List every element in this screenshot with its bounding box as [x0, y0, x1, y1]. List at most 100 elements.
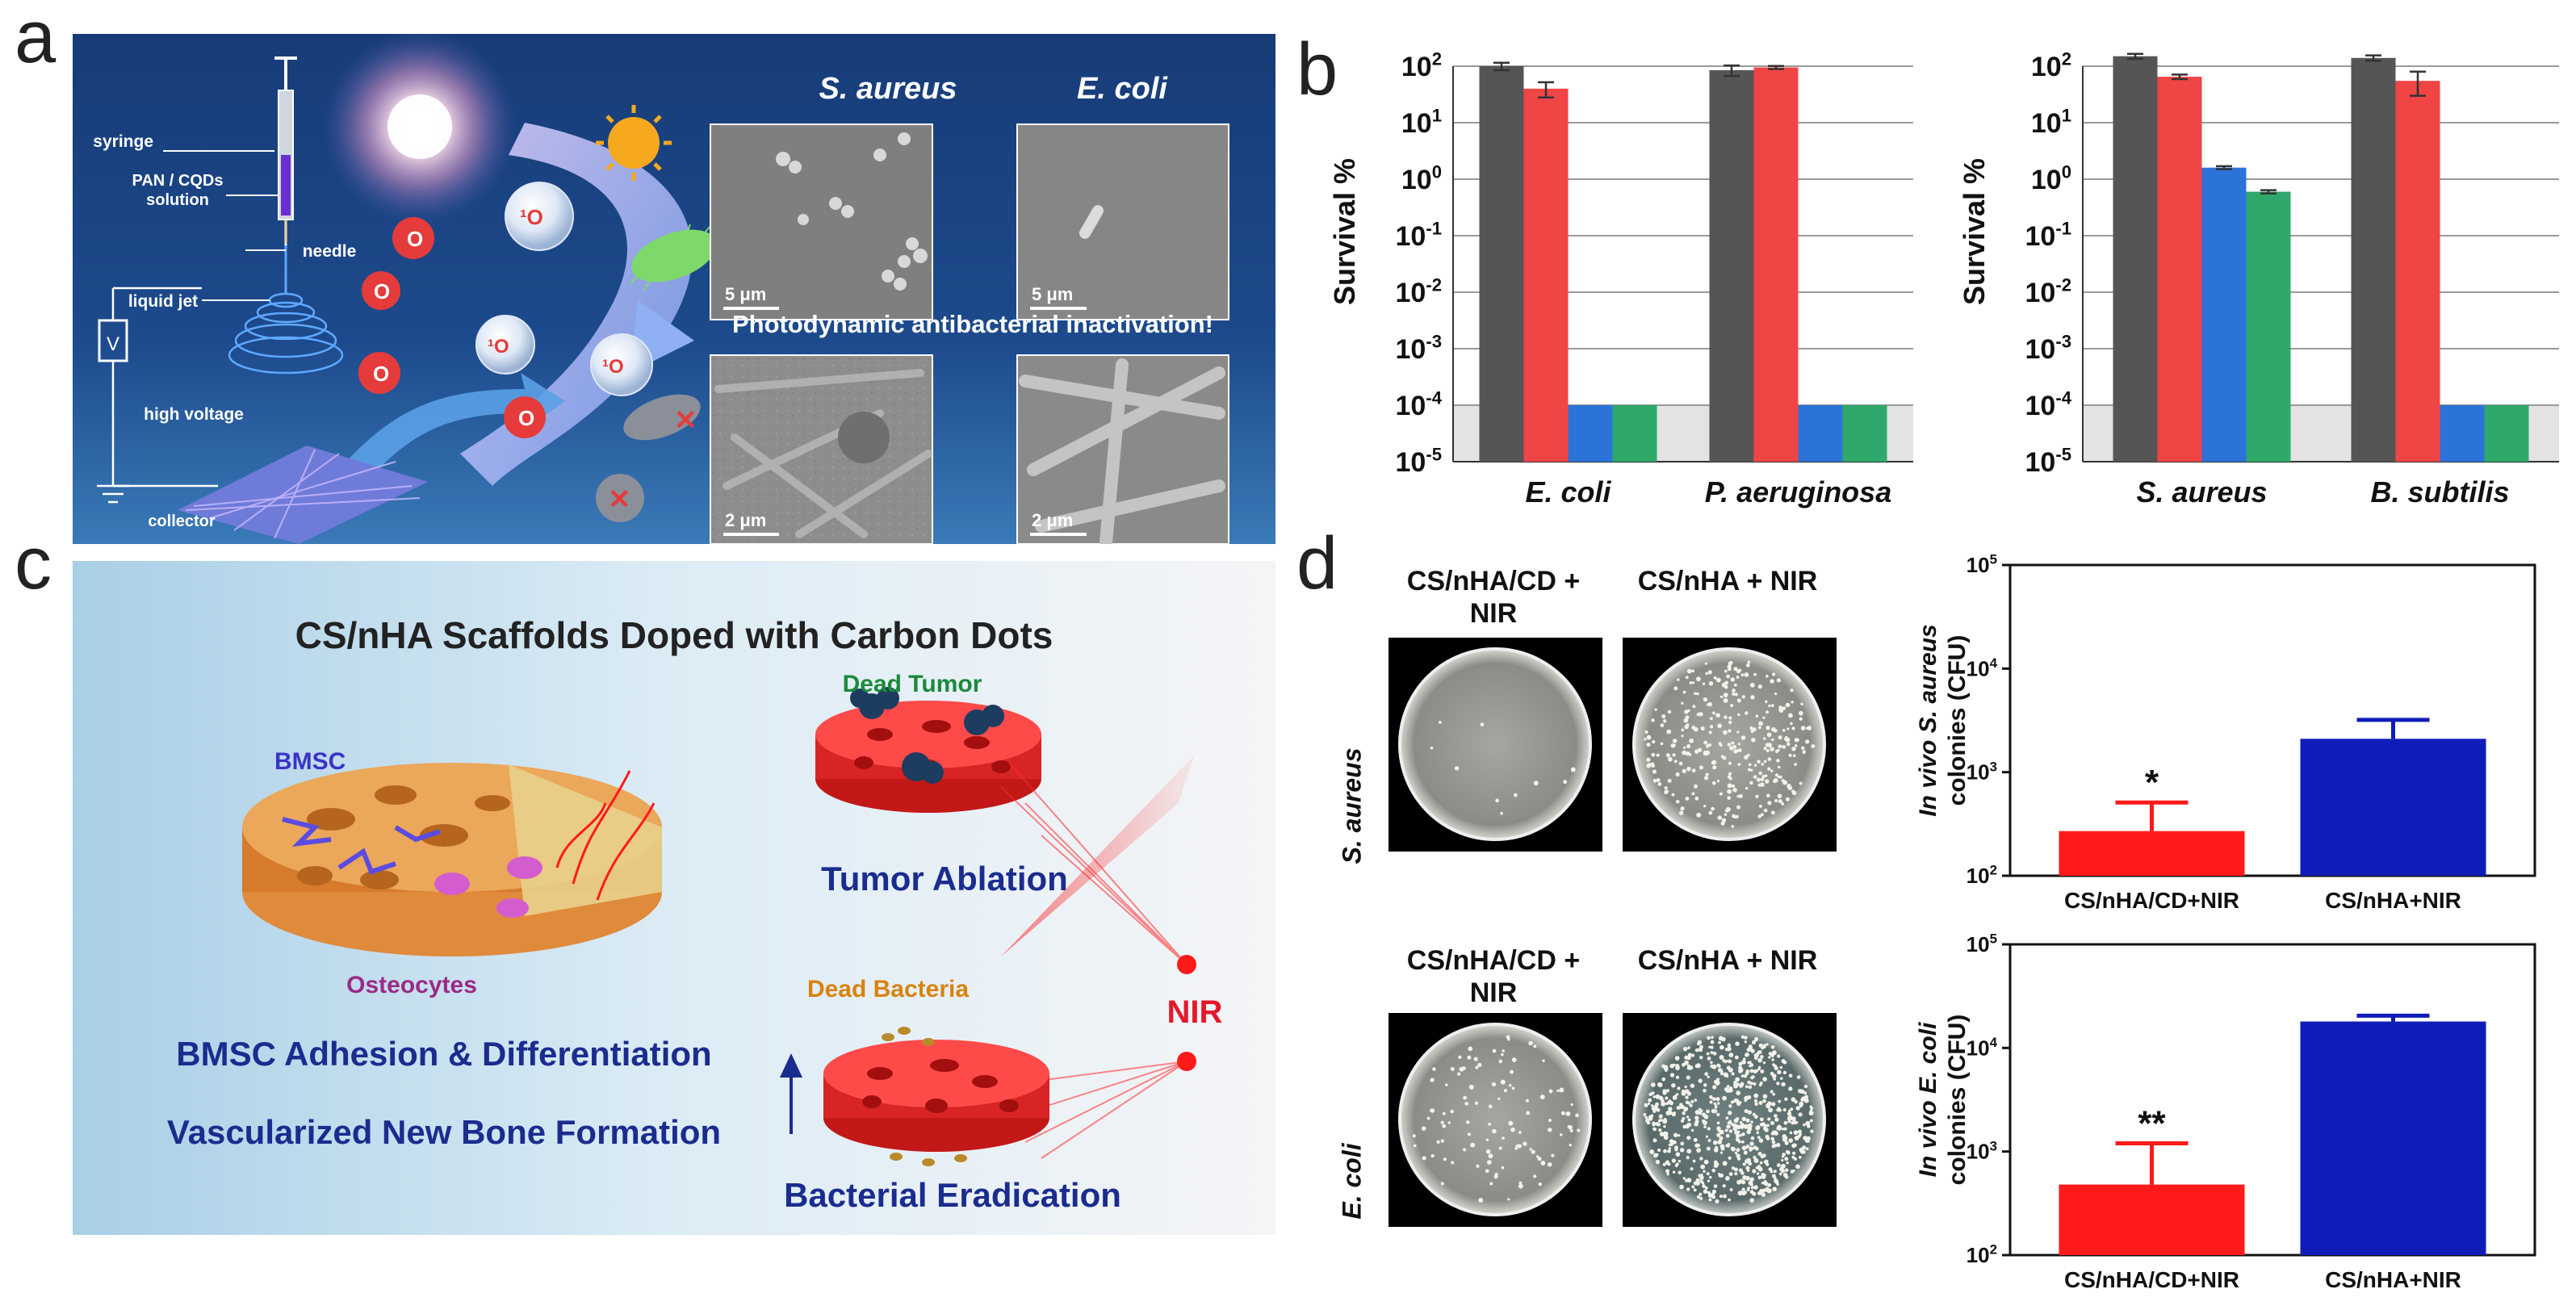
svg-text:✕: ✕ [674, 405, 697, 436]
bar [2157, 77, 2202, 462]
y-axis-label: colonies (CFU) [1944, 635, 1971, 806]
chart-survival-gram-positive: 102 101 100 10-1 10-2 10-3 10-4 10-5 Survival % S… [1958, 48, 2559, 509]
singlet-label-3: ¹O [602, 356, 624, 378]
sem-image-bottom-right [1016, 354, 1229, 544]
scale-bar-2um-2: 2 μm [1032, 510, 1073, 530]
singlet-oxygen-bubbles [475, 182, 653, 396]
bar [1612, 405, 1657, 462]
x-category-label: B. subtilis [2370, 475, 2509, 509]
x-category-label: CS/nHA+NIR [2325, 1267, 2461, 1292]
scaffold-illustration [242, 763, 662, 956]
bar [1479, 66, 1524, 462]
plate-label-nha-bottom: CS/nHA + NIR [1637, 945, 1818, 976]
label-syringe: syringe [93, 132, 153, 151]
significance-marker: * [2145, 763, 2159, 802]
plot-frame [2008, 563, 2536, 877]
bar [2351, 57, 2396, 462]
plate-label-cd-bottom: CS/nHA/CD + NIR [1406, 945, 1581, 1008]
y-axis-label: colonies (CFU) [1944, 1015, 1971, 1186]
plate-ecoli-nha [1623, 1013, 1837, 1227]
panel-c-title: CS/nHA Scaffolds Doped with Carbon Dots [295, 614, 1053, 656]
photodynamic-caption: Photodynamic antibacterial inactivation! [732, 310, 1213, 338]
voltage-symbol: V [107, 333, 119, 355]
plate-label-nha-top: CS/nHA + NIR [1637, 566, 1818, 596]
sem-title-ecoli: E. coli [1077, 72, 1168, 106]
y-tick-label: 102 [1967, 1242, 1997, 1267]
y-tick-label: 103 [1967, 1138, 1997, 1163]
bar [1523, 88, 1569, 462]
label-dead-tumor: Dead Tumor [843, 671, 982, 697]
bar [2059, 1184, 2245, 1255]
bacterium-dead-icon: ✕ [623, 394, 701, 441]
label-nir: NIR [1167, 994, 1223, 1030]
singlet-label-1: ¹O [520, 205, 543, 229]
bar [2201, 167, 2247, 462]
panel-letter-d: d [1296, 522, 1338, 605]
o2-label-3: O [373, 362, 389, 386]
y-tick-label: 102 [1967, 863, 1997, 888]
panel-c-illustration: CS/nHA Scaffolds Doped with Carbon Dots … [73, 561, 1275, 1235]
coccus-dead-icon: ✕ [596, 474, 644, 522]
y-axis-label-prefix: In vivo E. coli [1915, 1022, 1941, 1177]
bar [2395, 81, 2440, 462]
y-tick-label: 10-5 [2025, 444, 2071, 478]
sun-icon [596, 105, 672, 181]
row-label-ecoli: E. coli [1337, 1143, 1367, 1220]
y-axis-label-prefix: In vivo S. aureus [1915, 624, 1941, 816]
panel-a-illustration: V syringe PAN / CQDs solution needle liq… [73, 34, 1275, 544]
plate-saureus-cd [1389, 638, 1602, 852]
label-bmsc: BMSC [274, 748, 346, 775]
panel-letter-a: a [15, 0, 57, 78]
label-collector: collector [148, 513, 216, 530]
svg-text:✕: ✕ [608, 484, 631, 515]
y-tick-label: 103 [1967, 759, 1997, 784]
bar [2300, 739, 2486, 876]
scale-bar-2um-1: 2 μm [725, 510, 766, 530]
y-axis-label: Survival % [1958, 158, 1991, 305]
label-bacterial-eradication: Bacterial Eradication [784, 1176, 1121, 1214]
bar [1798, 405, 1843, 462]
y-tick-label: 10-3 [2025, 331, 2071, 365]
scale-bar-5um-2: 5 μm [1032, 284, 1073, 304]
label-needle: needle [303, 242, 357, 261]
agar-plates [1389, 638, 1837, 1227]
x-category-label: CS/nHA/CD+NIR [2064, 1267, 2239, 1292]
bar [2300, 1021, 2486, 1255]
label-bmsc-adhesion: BMSC Adhesion & Differentiation [176, 1035, 711, 1073]
x-category-label: P. aeruginosa [1705, 475, 1891, 509]
label-vascularized-bone: Vascularized New Bone Formation [167, 1113, 721, 1151]
plot-frame [2008, 943, 2536, 1257]
sem-image-bottom-left [710, 354, 933, 544]
plate-ecoli-cd [1389, 1013, 1602, 1227]
y-tick-label: 10-2 [2025, 274, 2071, 308]
plate-label-cd-top: CS/nHA/CD + NIR [1406, 566, 1581, 629]
label-solution: PAN / CQDs solution [132, 172, 224, 209]
o2-label-1: O [407, 227, 423, 251]
y-tick-label: 101 [1401, 105, 1442, 139]
bar [2440, 405, 2485, 462]
o2-label-2: O [374, 279, 390, 303]
y-tick-label: 10-5 [1396, 444, 1442, 478]
sem-image-top-left [710, 123, 933, 320]
y-tick-label: 10-1 [2025, 218, 2071, 252]
significance-marker: ** [2138, 1104, 2166, 1144]
bar [1568, 405, 1613, 462]
label-dead-bacteria: Dead Bacteria [807, 976, 969, 1002]
y-tick-label: 101 [2031, 105, 2071, 139]
bar [1709, 69, 1754, 462]
x-category-label: CS/nHA+NIR [2325, 888, 2461, 913]
y-axis-label: Survival % [1328, 158, 1361, 305]
chart-in-vivo-saureus: 105 104 103 102 In vivo S. aureus colonies (C… [1915, 552, 2536, 913]
bar [2113, 56, 2158, 462]
label-high-voltage: high voltage [144, 405, 244, 424]
label-tumor-ablation: Tumor Ablation [821, 860, 1068, 898]
y-tick-label: 100 [2031, 161, 2071, 195]
label-osteocytes: Osteocytes [346, 972, 477, 998]
y-tick-label: 100 [1401, 161, 1442, 195]
y-tick-label: 10-1 [1396, 218, 1442, 252]
y-tick-label: 10-2 [1396, 274, 1442, 308]
panel-letter-c: c [15, 522, 52, 605]
y-tick-label: 102 [2031, 48, 2071, 82]
o2-label-4: O [518, 406, 534, 430]
row-label-saureus: S. aureus [1337, 747, 1367, 864]
